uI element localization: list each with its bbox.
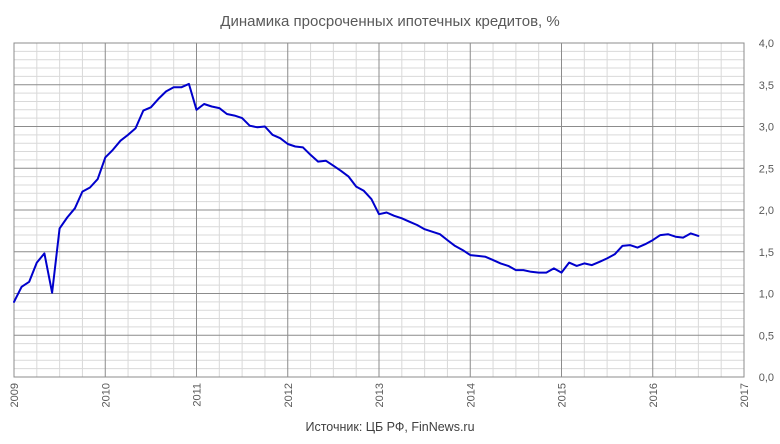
x-tick-label: 2012 <box>283 383 295 407</box>
y-tick-label: 3,0 <box>759 122 774 134</box>
source-note: Источник: ЦБ РФ, FinNews.ru <box>305 420 475 434</box>
x-tick-label: 2011 <box>192 383 204 407</box>
y-tick-label: 0,5 <box>759 330 774 342</box>
x-tick-label: 2016 <box>648 383 660 407</box>
y-tick-label: 3,5 <box>759 80 774 92</box>
x-tick-label: 2010 <box>100 383 112 407</box>
y-tick-label: 2,5 <box>759 163 774 175</box>
x-tick-label: 2009 <box>9 383 21 407</box>
x-axis-tick-labels: 2009 2010 2011 2012 2013 2014 2015 2016 2017 <box>9 383 751 407</box>
y-tick-label: 4,0 <box>759 38 774 50</box>
x-tick-label: 2017 <box>739 383 751 407</box>
series-layer <box>13 82 700 303</box>
major-gridlines <box>13 42 745 378</box>
x-tick-label: 2014 <box>465 383 477 407</box>
x-tick-label: 2015 <box>557 383 569 407</box>
chart-title: Динамика просроченных ипотечных кредитов… <box>220 13 560 30</box>
y-axis-tick-labels: 0,0 0,5 1,0 1,5 2,0 2,5 3,0 3,5 4,0 <box>759 38 774 384</box>
y-tick-label: 0,0 <box>759 372 774 384</box>
y-tick-label: 1,5 <box>759 247 774 259</box>
y-tick-label: 1,0 <box>759 289 774 301</box>
plot-area-frame <box>13 42 745 378</box>
y-tick-label: 2,0 <box>759 205 774 217</box>
x-tick-label: 2013 <box>374 383 386 407</box>
series-line <box>13 82 700 303</box>
